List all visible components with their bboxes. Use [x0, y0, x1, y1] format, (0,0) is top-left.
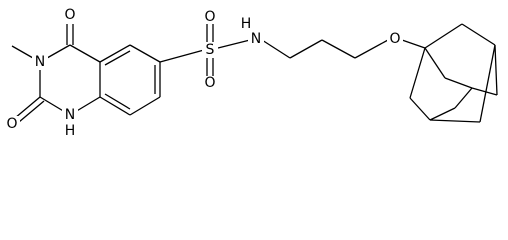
atom-label: O — [204, 75, 215, 91]
atom-label: S — [206, 42, 215, 58]
atom-label: N — [35, 54, 45, 70]
atom-label: O — [6, 116, 17, 132]
atom-label: H — [65, 123, 76, 139]
atom-label: N — [65, 107, 75, 123]
atom-label: O — [64, 7, 75, 23]
atom-labels: O N O N H S O O N H O — [4, 7, 403, 139]
atom-label: H — [241, 16, 252, 32]
bonds — [11, 20, 498, 123]
molecule-diagram: O N O N H S O O N H O — [4, 7, 498, 139]
atom-label: O — [389, 31, 400, 47]
atom-label: O — [204, 9, 215, 25]
atom-label: N — [251, 31, 261, 47]
